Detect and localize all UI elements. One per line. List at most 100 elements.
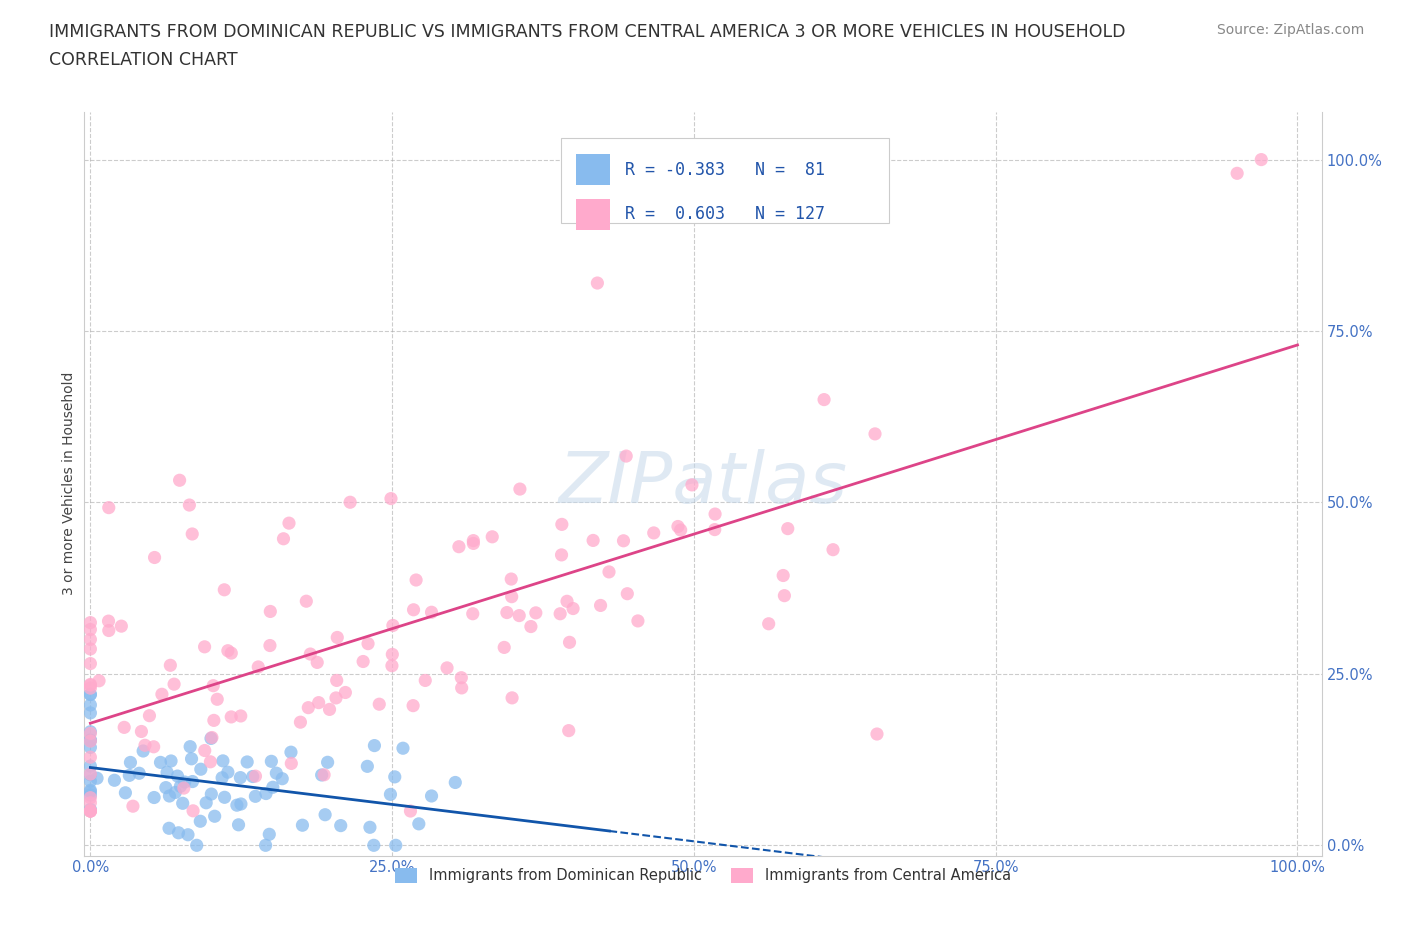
Point	[368, 697, 391, 711]
Point	[612, 533, 634, 548]
Point	[173, 780, 195, 795]
Point	[562, 601, 585, 616]
Point	[245, 789, 267, 804]
Point	[314, 767, 336, 782]
Point	[79, 740, 101, 755]
Point	[194, 640, 217, 655]
Point	[156, 764, 179, 779]
Point	[132, 744, 155, 759]
Point	[150, 687, 173, 702]
Point	[627, 614, 650, 629]
Point	[79, 804, 101, 818]
Point	[211, 770, 233, 785]
Point	[79, 766, 101, 781]
Point	[200, 787, 222, 802]
Point	[205, 692, 228, 707]
Point	[87, 673, 110, 688]
Point	[79, 804, 101, 818]
Point	[311, 767, 333, 782]
Point	[79, 678, 101, 693]
Point	[703, 522, 725, 537]
Point	[172, 796, 194, 811]
Point	[501, 690, 523, 705]
Text: ZIPatlas: ZIPatlas	[558, 449, 848, 518]
Point	[143, 550, 166, 565]
Point	[194, 743, 217, 758]
Point	[297, 700, 319, 715]
Point	[381, 618, 404, 633]
Point	[97, 614, 120, 629]
Point	[159, 658, 181, 672]
Point	[79, 657, 101, 671]
Point	[494, 640, 516, 655]
Point	[79, 802, 101, 817]
Point	[79, 795, 101, 810]
Point	[392, 741, 415, 756]
Point	[447, 539, 470, 554]
Point	[589, 598, 612, 613]
Point	[134, 737, 156, 752]
Point	[325, 673, 347, 688]
Point	[352, 654, 374, 669]
Point	[399, 804, 422, 818]
Point	[813, 392, 835, 407]
FancyBboxPatch shape	[575, 199, 610, 230]
Point	[314, 807, 336, 822]
Point	[143, 790, 166, 805]
Point	[79, 790, 101, 805]
Point	[79, 783, 101, 798]
Point	[229, 709, 252, 724]
Point	[242, 769, 264, 784]
Point	[669, 523, 692, 538]
Point	[79, 733, 101, 748]
Point	[509, 482, 531, 497]
Point	[79, 687, 101, 702]
Point	[120, 755, 142, 770]
Point	[405, 573, 427, 588]
Point	[307, 655, 329, 670]
Point	[461, 606, 484, 621]
Point	[266, 765, 288, 780]
Point	[866, 726, 889, 741]
Point	[548, 606, 571, 621]
Text: Source: ZipAtlas.com: Source: ZipAtlas.com	[1216, 23, 1364, 37]
Point	[79, 767, 101, 782]
Point	[180, 751, 202, 766]
Text: IMMIGRANTS FROM DOMINICAN REPUBLIC VS IMMIGRANTS FROM CENTRAL AMERICA 3 OR MORE : IMMIGRANTS FROM DOMINICAN REPUBLIC VS IM…	[49, 23, 1126, 41]
Point	[79, 804, 101, 818]
Point	[79, 724, 101, 739]
Point	[259, 604, 281, 618]
Point	[169, 472, 191, 487]
Point	[254, 786, 277, 801]
Point	[219, 710, 242, 724]
Text: R = -0.383   N =  81: R = -0.383 N = 81	[626, 161, 825, 179]
Point	[339, 495, 361, 510]
Point	[260, 754, 283, 769]
Point	[280, 745, 302, 760]
Point	[308, 696, 330, 711]
Point	[280, 756, 302, 771]
Point	[444, 775, 467, 790]
Point	[79, 733, 101, 748]
Point	[190, 762, 212, 777]
Point	[616, 586, 638, 601]
Point	[79, 774, 101, 789]
Point	[380, 491, 402, 506]
Point	[157, 821, 180, 836]
Point	[643, 525, 665, 540]
Point	[114, 785, 136, 800]
Point	[402, 698, 425, 713]
Point	[149, 755, 172, 770]
Point	[160, 753, 183, 768]
Point	[79, 698, 101, 712]
Point	[681, 477, 703, 492]
Point	[79, 750, 101, 764]
Point	[598, 565, 620, 579]
Point	[112, 720, 135, 735]
Point	[247, 659, 270, 674]
Point	[219, 645, 242, 660]
Point	[79, 677, 101, 692]
Point	[159, 789, 181, 804]
Point	[318, 702, 340, 717]
Point	[163, 677, 186, 692]
